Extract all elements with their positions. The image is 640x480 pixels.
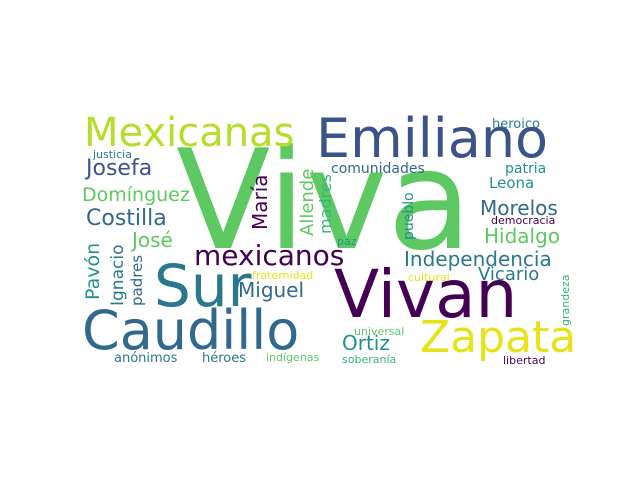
word-sur: Sur (154, 252, 252, 320)
word-costilla: Costilla (86, 206, 167, 231)
word-heroico: heroico (492, 117, 540, 132)
word-morelos: Morelos (480, 196, 558, 220)
word-leona: Leona (489, 174, 535, 192)
word-caudillo: Caudillo (82, 299, 300, 362)
word-libertad: libertad (503, 354, 546, 367)
word-mexicanas: Mexicanas (84, 110, 295, 156)
word-maria: María (248, 174, 272, 230)
word-pavon: Pavón (82, 242, 104, 300)
word-cultural: cultural (408, 271, 450, 284)
word-ignacio: Ignacio (108, 244, 128, 306)
word-miguel: Miguel (238, 278, 305, 302)
word-anonimos: anónimos (114, 351, 178, 366)
word-mexicanos: mexicanos (194, 239, 345, 272)
word-allende: Allende (297, 168, 318, 236)
word-madres: madres (316, 174, 335, 234)
word-fraternidad: fraternidad (252, 269, 314, 282)
word-viva: Viva (176, 120, 472, 281)
word-vicario: Vicario (478, 264, 540, 285)
word-comunidades: comunidades (331, 161, 425, 177)
word-hidalgo: Hidalgo (484, 224, 561, 248)
word-dominguez: Domínguez (82, 184, 190, 206)
word-justicia: justicia (93, 148, 132, 161)
word-ortiz: Ortiz (342, 331, 390, 355)
word-soberania: soberanía (342, 353, 397, 366)
word-independencia: Independencia (404, 247, 552, 271)
word-zapata: Zapata (420, 312, 577, 363)
word-heroes: héroes (202, 351, 247, 366)
word-josefa: Josefa (86, 156, 153, 181)
word-indigenas: indígenas (266, 351, 320, 364)
word-pueblo: pueblo (401, 192, 417, 240)
word-vivan: Vivan (334, 256, 518, 333)
word-paz: paz (337, 235, 357, 248)
word-democracia: democracia (491, 214, 556, 227)
word-padres: padres (128, 254, 146, 306)
word-patria: patria (505, 161, 547, 177)
word-grandeza: grandeza (559, 274, 572, 326)
word-emiliano: Emiliano (316, 107, 549, 170)
word-universal: universal (354, 325, 405, 338)
word-jose: José (132, 228, 173, 252)
